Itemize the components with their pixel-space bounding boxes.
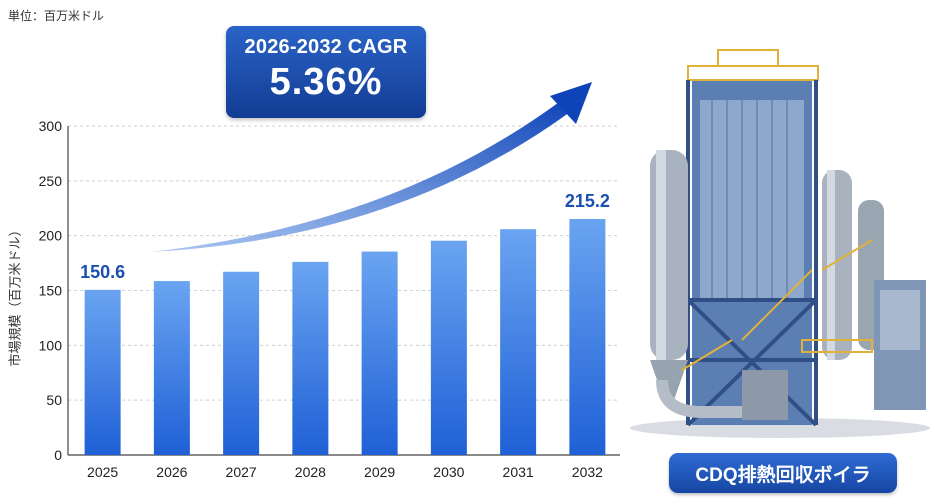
x-tick-label: 2027 bbox=[226, 464, 257, 480]
bar-2031 bbox=[500, 229, 537, 455]
x-tick-label: 2029 bbox=[364, 464, 395, 480]
x-tick-label: 2025 bbox=[87, 464, 118, 480]
bar-2030 bbox=[430, 240, 467, 455]
product-label-badge: CDQ排熱回収ボイラ bbox=[669, 453, 897, 493]
x-tick-label: 2032 bbox=[572, 464, 603, 480]
bar-2028 bbox=[292, 261, 329, 455]
y-tick-label: 250 bbox=[39, 173, 63, 189]
trend-arrow bbox=[150, 82, 592, 252]
boiler-plant-illustration bbox=[630, 49, 930, 438]
bar-2027 bbox=[223, 271, 260, 455]
x-tick-label: 2030 bbox=[433, 464, 464, 480]
unit-label: 単位：百万米ドル bbox=[8, 9, 105, 23]
y-tick-label: 0 bbox=[54, 447, 62, 463]
bar-2025 bbox=[84, 289, 121, 455]
bar-2026 bbox=[153, 281, 190, 455]
y-tick-label: 50 bbox=[46, 392, 62, 408]
bar-chart: 0 50 100 150 200 250 300 2025 150.6 2026 2027 2028 2… bbox=[39, 82, 620, 480]
bar-2029 bbox=[361, 251, 398, 455]
trend-arrow-head bbox=[550, 82, 592, 124]
y-tick-label: 150 bbox=[39, 283, 63, 299]
x-tick-label: 2026 bbox=[156, 464, 187, 480]
cagr-value: 5.36% bbox=[269, 61, 383, 103]
y-tick-label: 300 bbox=[39, 118, 63, 134]
x-tick-label: 2028 bbox=[295, 464, 326, 480]
y-tick-label: 200 bbox=[39, 228, 63, 244]
bar-2032 bbox=[569, 218, 606, 455]
y-tick-label: 100 bbox=[39, 337, 63, 353]
cagr-callout: 2026-2032 CAGR 5.36% bbox=[226, 26, 426, 118]
cagr-label: 2026-2032 CAGR bbox=[244, 36, 408, 58]
data-label: 215.2 bbox=[565, 191, 610, 211]
data-label: 150.6 bbox=[80, 262, 125, 282]
x-tick-label: 2031 bbox=[503, 464, 534, 480]
